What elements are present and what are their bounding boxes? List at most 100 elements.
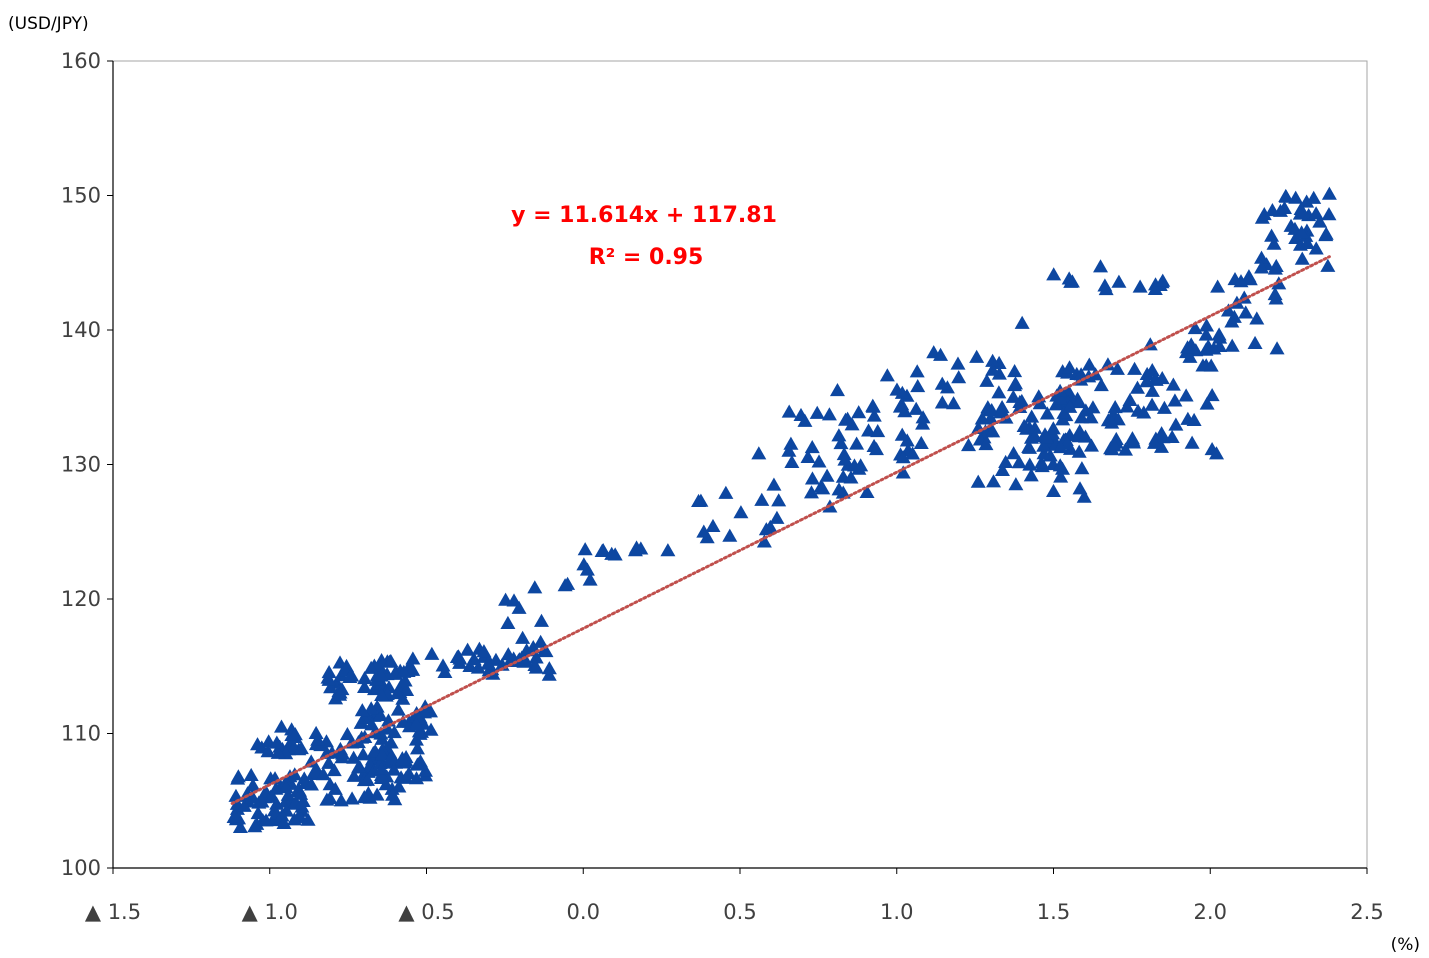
data-point-triangle xyxy=(933,347,949,361)
data-point-triangle xyxy=(321,672,337,686)
data-point-triangle xyxy=(1039,430,1055,444)
data-point-triangle xyxy=(865,398,881,412)
data-point-triangle xyxy=(383,735,399,749)
data-point-triangle xyxy=(401,766,417,780)
data-point-triangle xyxy=(1032,396,1048,410)
data-point-triangle xyxy=(1186,412,1202,427)
data-point-triangle xyxy=(1153,439,1169,453)
data-point-triangle xyxy=(411,724,427,738)
data-point-triangle xyxy=(1292,206,1308,220)
data-point-triangle xyxy=(991,366,1007,380)
data-point-triangle xyxy=(254,794,270,808)
data-point-triangle xyxy=(1269,341,1285,355)
trendline-equation: y = 11.614x + 117.81 xyxy=(511,203,777,228)
data-point-triangle xyxy=(1045,421,1061,435)
data-point-triangle xyxy=(280,787,296,801)
data-point-triangle xyxy=(629,540,645,554)
data-point-triangle xyxy=(326,762,342,777)
data-point-triangle xyxy=(1111,274,1127,288)
data-point-triangle xyxy=(269,735,285,749)
data-point-triangle xyxy=(733,505,749,519)
x-tick-label: ▲ 1.0 xyxy=(242,900,298,924)
data-point-triangle xyxy=(1036,438,1052,452)
data-point-triangle xyxy=(1053,439,1069,454)
data-point-triangle xyxy=(397,673,413,687)
data-point-triangle xyxy=(1008,477,1024,491)
data-point-triangle xyxy=(910,379,926,393)
data-point-triangle xyxy=(868,441,884,456)
data-point-triangle xyxy=(758,522,774,536)
data-point-triangle xyxy=(1122,392,1138,407)
data-point-triangle xyxy=(1233,274,1249,288)
data-point-triangle xyxy=(1249,311,1265,325)
data-point-triangle xyxy=(804,439,820,454)
data-point-triangle xyxy=(1321,207,1337,221)
data-point-triangle xyxy=(771,493,787,507)
data-point-triangle xyxy=(363,660,379,674)
x-tick-label: ▲ 1.5 xyxy=(85,900,141,924)
data-point-triangle xyxy=(1254,250,1270,264)
data-point-triangle xyxy=(321,755,337,769)
data-point-triangle xyxy=(660,543,676,557)
x-tick-label: ▲ 0.5 xyxy=(398,900,454,924)
data-point-triangle xyxy=(913,435,929,450)
data-point-triangle xyxy=(1210,279,1226,293)
data-point-triangle xyxy=(287,727,303,741)
data-point-triangle xyxy=(1127,361,1143,375)
data-point-triangle xyxy=(993,405,1009,419)
data-point-triangle xyxy=(1073,367,1089,381)
data-point-triangle xyxy=(1125,433,1141,447)
data-point-triangle xyxy=(1206,341,1222,355)
data-point-triangle xyxy=(452,655,468,669)
data-point-triangle xyxy=(934,395,950,409)
data-point-triangle xyxy=(278,794,294,808)
data-point-triangle xyxy=(985,424,1001,438)
data-point-triangle xyxy=(1109,361,1125,375)
data-point-triangle xyxy=(1074,410,1090,424)
data-point-triangle xyxy=(373,761,389,775)
data-point-triangle xyxy=(511,600,527,614)
data-point-triangle xyxy=(409,741,425,755)
data-point-triangle xyxy=(985,474,1001,488)
data-point-triangle xyxy=(332,655,348,669)
data-point-triangle xyxy=(1061,271,1077,285)
y-tick-label: 130 xyxy=(61,453,101,477)
data-point-triangle xyxy=(383,653,399,667)
data-point-triangle xyxy=(357,670,373,685)
data-point-triangle xyxy=(1081,357,1097,371)
data-point-triangle xyxy=(1167,393,1183,407)
data-point-triangle xyxy=(859,484,875,498)
data-point-triangle xyxy=(1097,278,1113,292)
data-point-triangle xyxy=(718,485,734,499)
y-tick-label: 160 xyxy=(61,49,101,73)
data-point-triangle xyxy=(437,664,453,678)
data-point-triangle xyxy=(1320,258,1336,272)
data-point-triangle xyxy=(836,447,852,461)
data-point-triangle xyxy=(1106,438,1122,452)
data-point-triangle xyxy=(991,385,1007,399)
x-tick-label: 2.5 xyxy=(1350,900,1383,924)
data-point-triangle xyxy=(1023,468,1039,482)
data-point-triangle xyxy=(286,812,302,826)
data-point-triangle xyxy=(1299,194,1315,208)
data-point-triangle xyxy=(354,703,370,717)
data-point-triangle xyxy=(355,747,371,761)
data-point-triangle xyxy=(1321,186,1337,200)
data-point-triangle xyxy=(1299,235,1315,249)
data-point-triangle xyxy=(1267,261,1283,275)
data-point-triangle xyxy=(1006,446,1022,460)
data-point-triangle xyxy=(1007,378,1023,392)
data-point-triangle xyxy=(846,458,862,472)
data-point-triangle xyxy=(800,449,816,464)
data-point-triangle xyxy=(1136,405,1152,419)
data-point-triangle xyxy=(1199,318,1215,332)
data-point-triangle xyxy=(527,580,543,594)
data-point-triangle xyxy=(696,524,712,538)
trendline xyxy=(230,255,1331,805)
data-point-triangle xyxy=(541,667,557,681)
data-point-triangle xyxy=(300,812,316,826)
data-point-triangle xyxy=(1224,314,1240,328)
data-point-triangle xyxy=(1093,378,1109,392)
data-point-triangle xyxy=(970,474,986,488)
data-point-triangle xyxy=(541,661,557,675)
